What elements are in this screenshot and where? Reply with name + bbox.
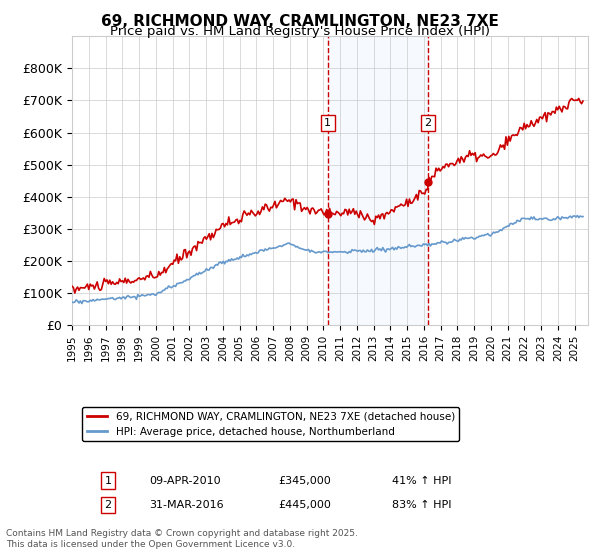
Text: £445,000: £445,000 [278, 500, 331, 510]
Text: 83% ↑ HPI: 83% ↑ HPI [392, 500, 451, 510]
Text: 2: 2 [104, 500, 112, 510]
Text: Price paid vs. HM Land Registry's House Price Index (HPI): Price paid vs. HM Land Registry's House … [110, 25, 490, 38]
Text: 69, RICHMOND WAY, CRAMLINGTON, NE23 7XE: 69, RICHMOND WAY, CRAMLINGTON, NE23 7XE [101, 14, 499, 29]
Text: £345,000: £345,000 [278, 475, 331, 486]
Text: 31-MAR-2016: 31-MAR-2016 [149, 500, 224, 510]
Text: 1: 1 [104, 475, 112, 486]
Bar [328, 36, 428, 325]
Text: 09-APR-2010: 09-APR-2010 [149, 475, 221, 486]
Text: 1: 1 [325, 118, 331, 128]
Text: Contains HM Land Registry data © Crown copyright and database right 2025.
This d: Contains HM Land Registry data © Crown c… [6, 529, 358, 549]
Legend: 69, RICHMOND WAY, CRAMLINGTON, NE23 7XE (detached house), HPI: Average price, de: 69, RICHMOND WAY, CRAMLINGTON, NE23 7XE … [82, 407, 459, 441]
Text: 41% ↑ HPI: 41% ↑ HPI [392, 475, 451, 486]
Text: 2: 2 [424, 118, 431, 128]
